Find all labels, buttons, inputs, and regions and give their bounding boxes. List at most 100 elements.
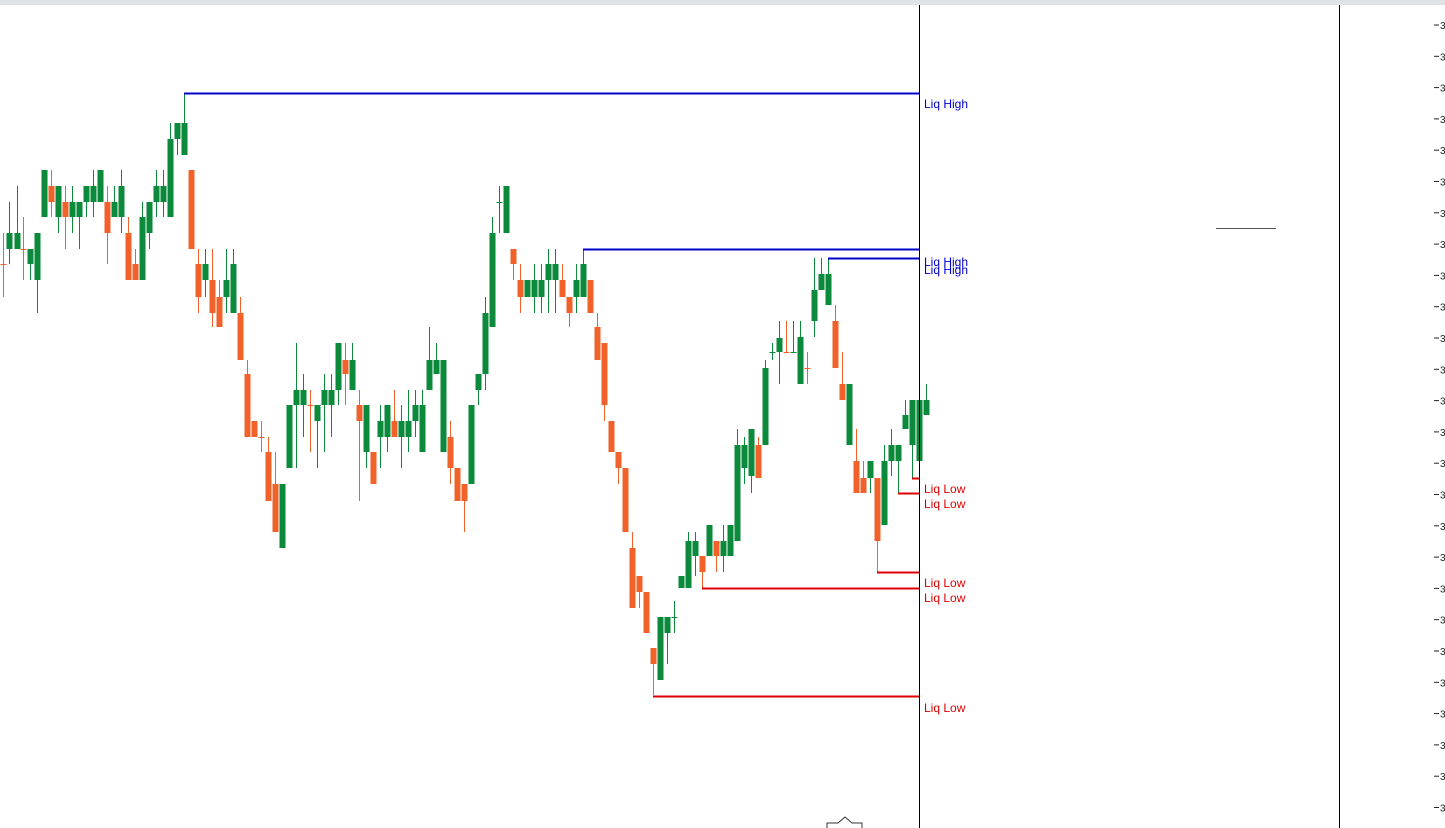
price-axis-tick-label: 3 [1440, 397, 1445, 408]
candle-body [321, 390, 328, 405]
candle-body [97, 170, 104, 202]
price-axis-tick-label: 3 [1440, 741, 1445, 752]
candle [377, 405, 384, 468]
candle [699, 556, 706, 588]
price-axis-tick-label: 3 [1440, 334, 1445, 345]
candle-body [293, 390, 300, 405]
price-axis-tick-label: 3 [1440, 178, 1445, 189]
candle-body [699, 556, 706, 572]
candle-body [125, 233, 132, 280]
price-axis-tick-label: 3 [1440, 678, 1445, 689]
candle [797, 321, 804, 384]
candle-body [230, 264, 237, 313]
candle [160, 170, 167, 217]
candle [321, 374, 328, 452]
candle [468, 405, 475, 484]
candle-body [489, 233, 496, 327]
candle [405, 390, 412, 452]
candle-body [244, 374, 251, 437]
candle [461, 484, 468, 532]
candle [41, 170, 48, 217]
candle [314, 405, 321, 468]
liq-level-label: Liq High [924, 97, 968, 111]
candle [335, 343, 342, 405]
candle [412, 390, 419, 437]
candle [230, 249, 237, 313]
candle-body [566, 297, 573, 313]
candle [307, 390, 314, 452]
candle-body [510, 249, 517, 264]
candle-body [650, 648, 657, 664]
candle [209, 249, 216, 327]
candle-body [923, 400, 930, 415]
candle [643, 592, 650, 633]
candle [90, 170, 97, 217]
candle [685, 532, 692, 588]
candle-body [804, 368, 811, 369]
candle [657, 617, 664, 680]
candle [552, 249, 559, 313]
candle-body [853, 461, 860, 493]
candle [237, 297, 244, 360]
candle-body [62, 202, 69, 217]
candle [356, 390, 363, 501]
candle-body [818, 274, 825, 290]
candle [741, 437, 748, 484]
candle [83, 186, 90, 217]
candle [125, 217, 132, 280]
candle-body [146, 202, 153, 233]
candle [636, 576, 643, 608]
candle-body [769, 352, 776, 353]
candle-body [433, 360, 440, 374]
candle [867, 461, 874, 493]
candle-body [209, 280, 216, 313]
candle [825, 258, 832, 305]
candle [482, 297, 489, 390]
price-axis-tick-label: 3 [1440, 616, 1445, 627]
candle-body [356, 405, 363, 421]
candle-body [664, 617, 671, 633]
window-top-bar [0, 0, 1445, 5]
candle-body [265, 452, 272, 501]
candle [272, 452, 279, 532]
candle-body [41, 170, 48, 217]
price-axis-tick-label: 3 [1440, 21, 1445, 32]
candle-body [643, 592, 650, 633]
candle [349, 343, 356, 390]
price-axis-tick-label: 3 [1440, 52, 1445, 63]
candle [671, 601, 678, 633]
candle [447, 421, 454, 484]
candle-body [398, 421, 405, 437]
candle-body [531, 280, 538, 297]
candle-body [587, 280, 594, 313]
candle-body [328, 390, 335, 405]
candle-body [0, 264, 7, 265]
price-axis-tick-label: 3 [1440, 271, 1445, 282]
candle-body [685, 541, 692, 588]
candle [517, 264, 524, 313]
candle-body [69, 202, 76, 217]
candle-body [391, 421, 398, 437]
price-axis-tick-label: 3 [1440, 804, 1445, 815]
candle-body [909, 400, 916, 445]
candle-body [279, 484, 286, 548]
price-axis-tick-label: 3 [1440, 84, 1445, 95]
candle [902, 400, 909, 429]
candle [265, 437, 272, 501]
candle-body [475, 374, 482, 390]
candle [97, 170, 104, 202]
candle-body [181, 123, 188, 155]
price-axis[interactable]: 3 3 3 3 3 3 3 3 3 3 3 3 3 3 3 3 3 3 3 3 3 3 3 3 3 3 [1434, 21, 1445, 815]
candle-body [405, 421, 412, 437]
price-axis-tick-label: 3 [1440, 522, 1445, 533]
candle [202, 249, 209, 297]
candle [0, 233, 7, 297]
scroll-navigator-icon[interactable] [826, 816, 863, 828]
candle [244, 360, 251, 437]
candle-body [6, 233, 13, 249]
candle [342, 343, 349, 405]
candle-body [132, 264, 139, 280]
candle [783, 321, 790, 353]
candle-body [342, 360, 349, 374]
candle-body [111, 202, 118, 217]
